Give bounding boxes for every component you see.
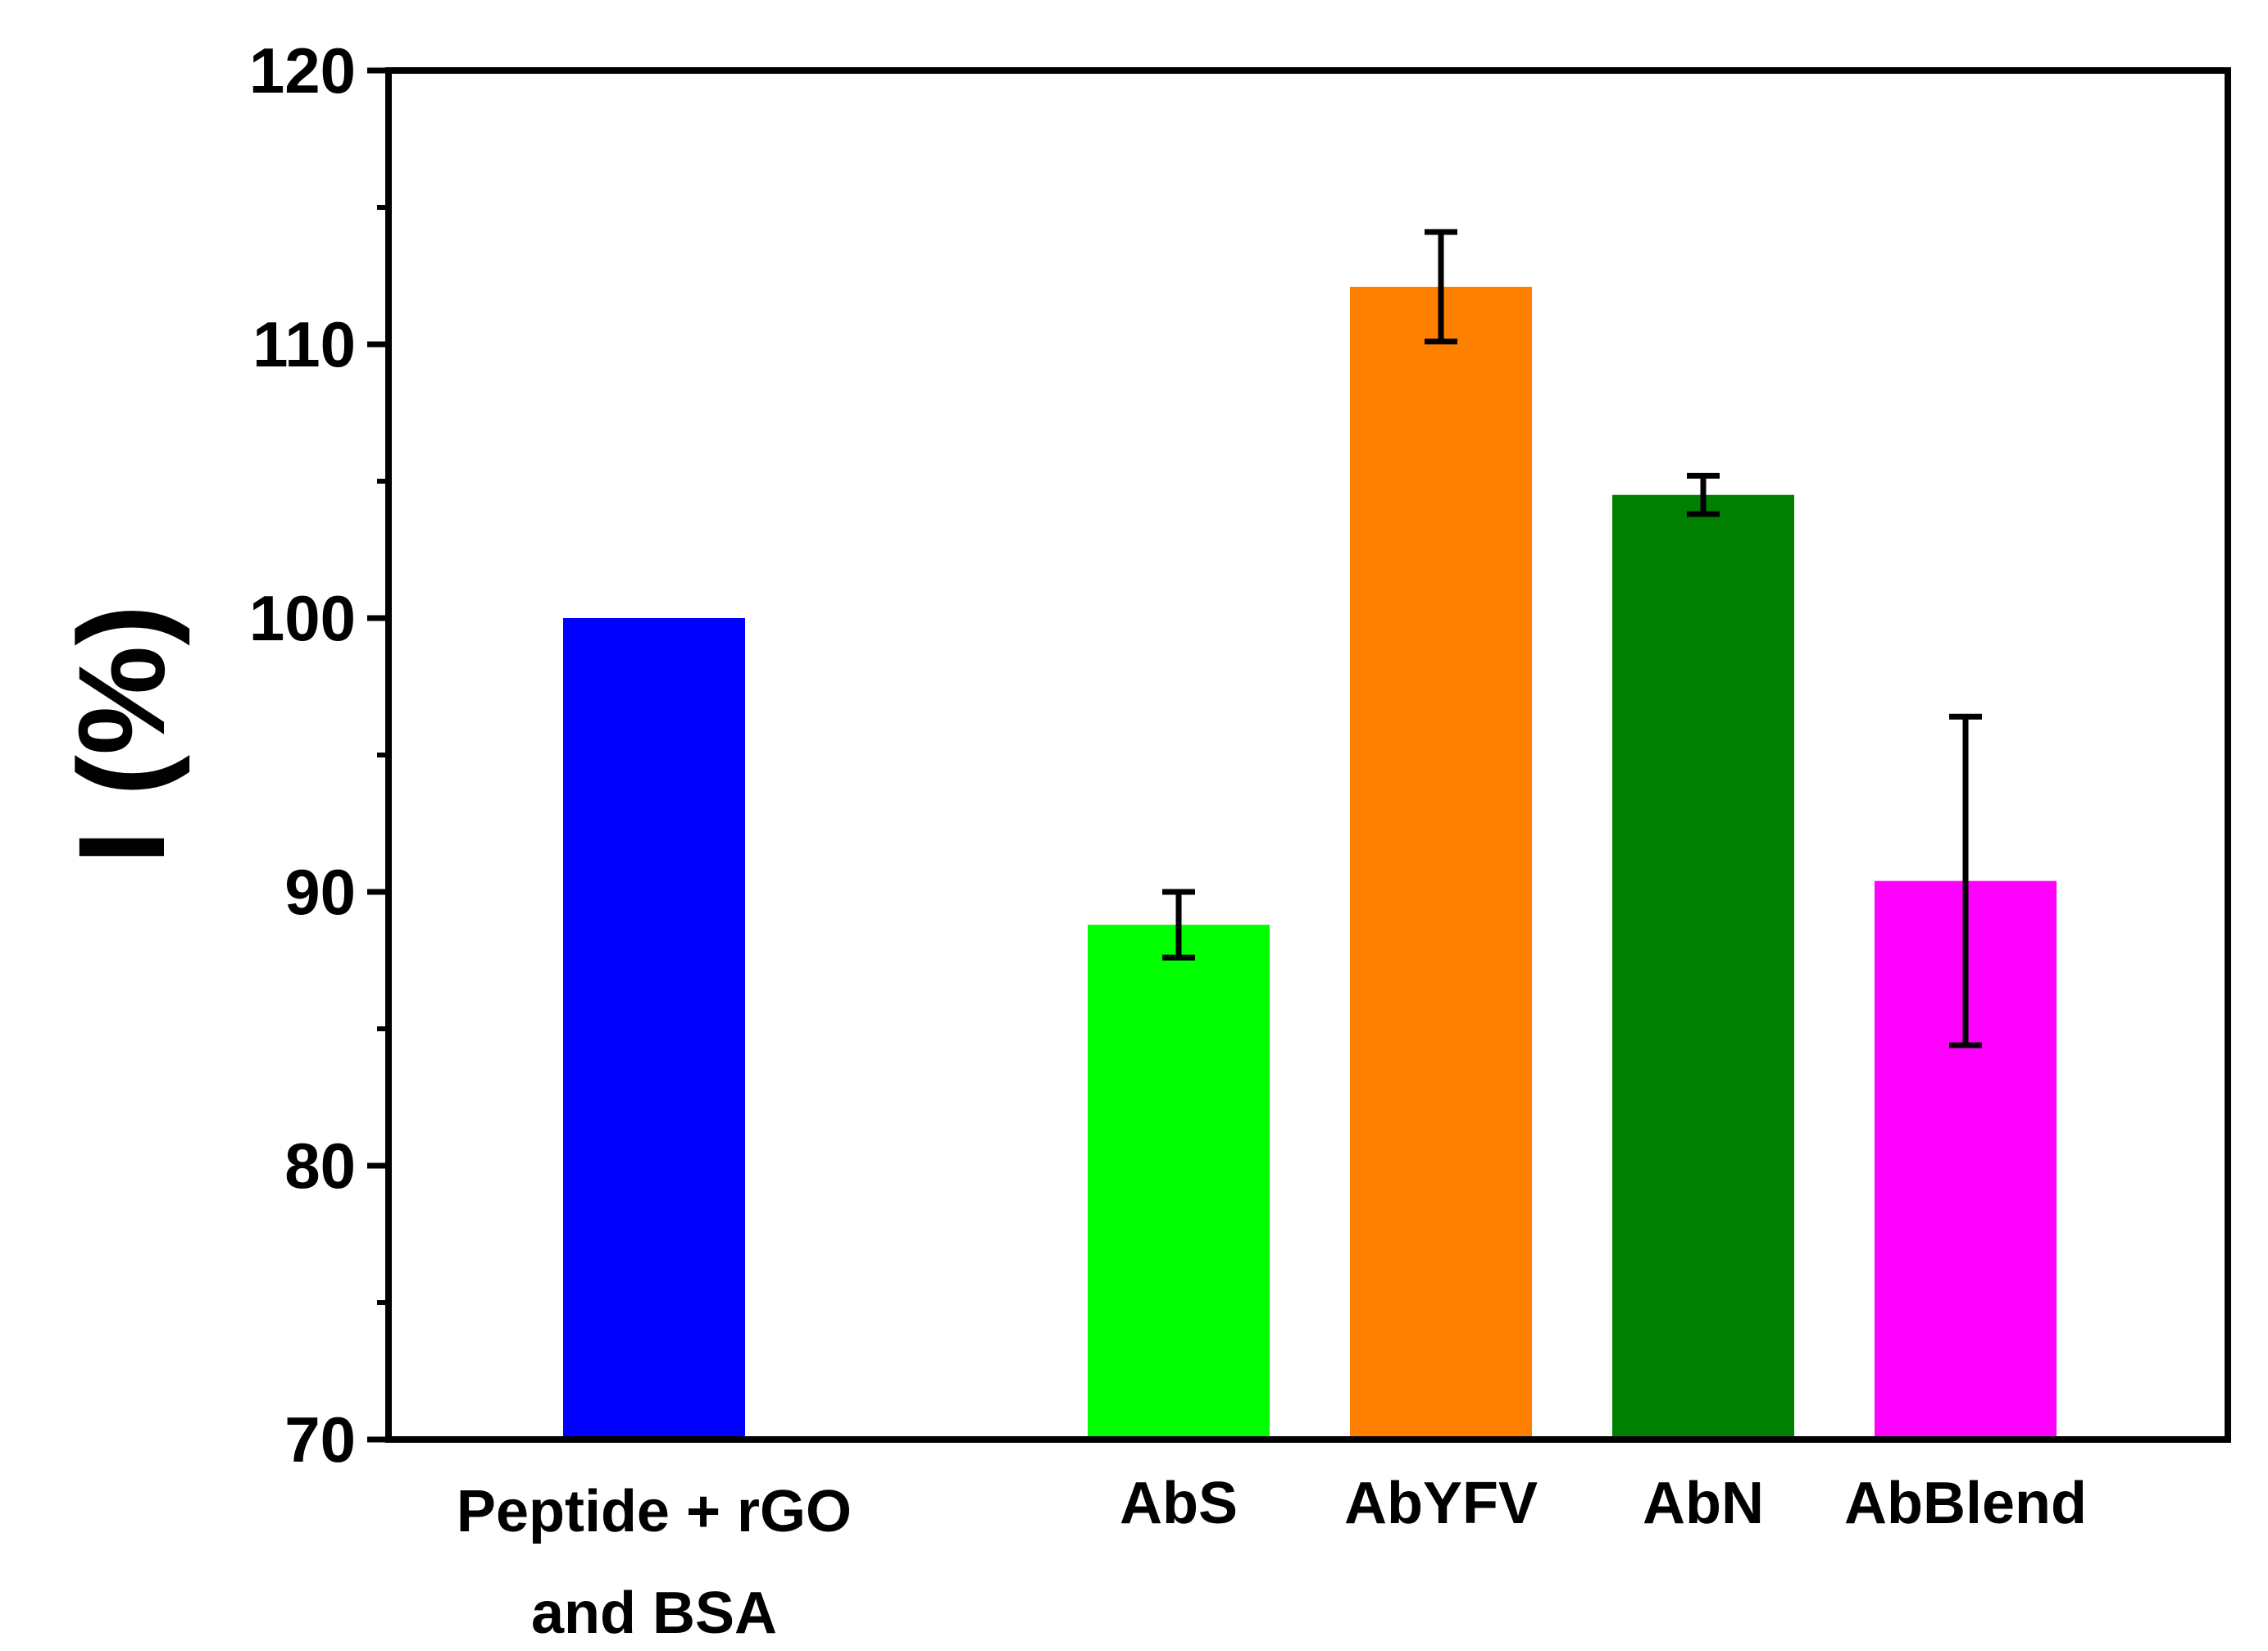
error-bar-4	[1949, 713, 1982, 1048]
y-tick-label-80: 80	[284, 1130, 356, 1202]
bar-0	[563, 618, 745, 1440]
x-tick-label-0-line-1: and BSA	[531, 1581, 777, 1646]
x-tick-label-4: AbBlend	[1844, 1471, 2087, 1536]
error-bar-1	[1162, 889, 1195, 961]
x-tick-label-1: AbS	[1120, 1471, 1238, 1536]
error-bars-layer	[1162, 229, 1982, 1048]
x-axis: Peptide + rGO and BSA AbS AbYFV AbN AbBlend	[457, 1471, 2087, 1646]
x-tick-label-3: AbN	[1643, 1471, 1764, 1536]
y-axis-title: I (%)	[52, 605, 190, 865]
bar-1	[1088, 925, 1270, 1440]
y-tick-label-70: 70	[284, 1403, 356, 1476]
y-tick-label-110: 110	[252, 308, 356, 380]
y-tick-label-100: 100	[249, 582, 356, 654]
bar-3	[1612, 494, 1794, 1440]
x-tick-label-2: AbYFV	[1344, 1471, 1538, 1536]
error-bar-3	[1687, 472, 1720, 517]
y-tick-label-120: 120	[249, 34, 356, 107]
y-tick-label-90: 90	[284, 856, 356, 928]
y-axis: 70 80 90 100 110 120	[249, 34, 389, 1476]
bar-2	[1350, 286, 1532, 1440]
bars-layer	[563, 286, 2057, 1440]
x-tick-label-0-line-0: Peptide + rGO	[457, 1479, 852, 1544]
error-bar-2	[1425, 229, 1457, 345]
